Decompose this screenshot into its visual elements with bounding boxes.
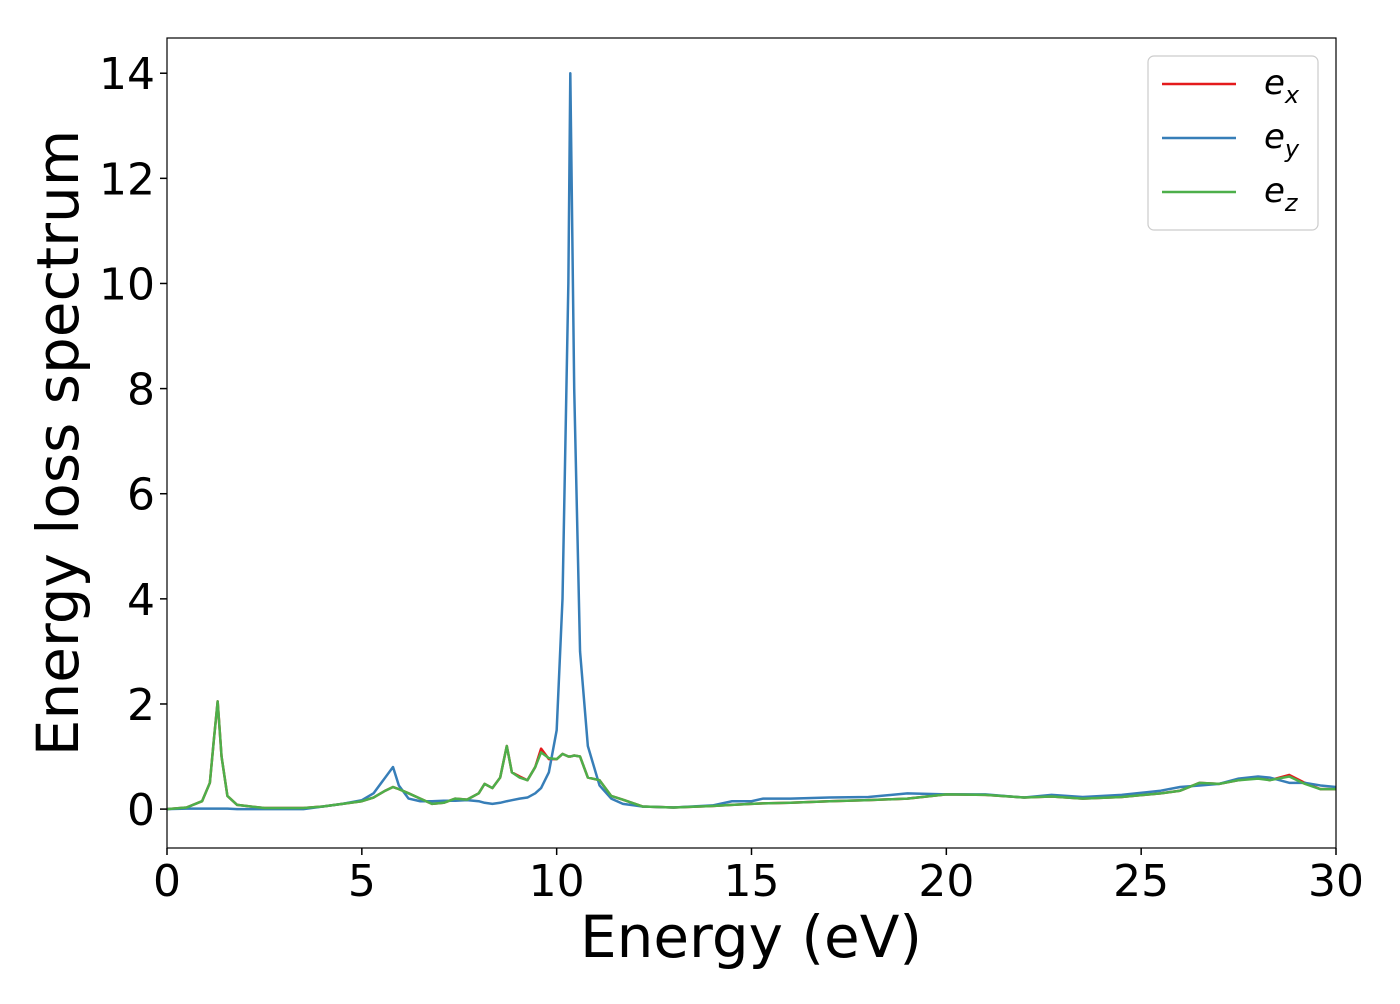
y-axis-label: Energy loss spectrum: [24, 130, 92, 756]
y-tick-label: 10: [99, 259, 155, 310]
x-tick-label: 0: [153, 856, 181, 907]
legend-box: [1147, 55, 1319, 231]
x-tick-label: 30: [1308, 856, 1364, 907]
y-tick-label: 12: [99, 154, 155, 205]
x-tick-label: 5: [348, 856, 376, 907]
line-series: [167, 700, 1336, 811]
x-tick-label: 20: [918, 856, 974, 907]
x-tick-label: 10: [529, 856, 585, 907]
y-tick-label: 6: [127, 470, 155, 521]
legend-label: ez: [1264, 171, 1299, 217]
y-tick-label: 2: [127, 680, 155, 731]
x-tick-label: 15: [724, 856, 780, 907]
y-tick-label: 4: [127, 575, 155, 626]
y-tick-label: 0: [127, 785, 155, 836]
y-tick-label: 8: [127, 365, 155, 416]
plot-frame: [166, 37, 1337, 849]
x-axis-label: Energy (eV): [580, 903, 922, 971]
x-tick-label: 25: [1113, 856, 1169, 907]
y-tick-label: 14: [99, 49, 155, 100]
legend-label: ey: [1264, 117, 1300, 163]
legend-label: ex: [1264, 63, 1300, 109]
